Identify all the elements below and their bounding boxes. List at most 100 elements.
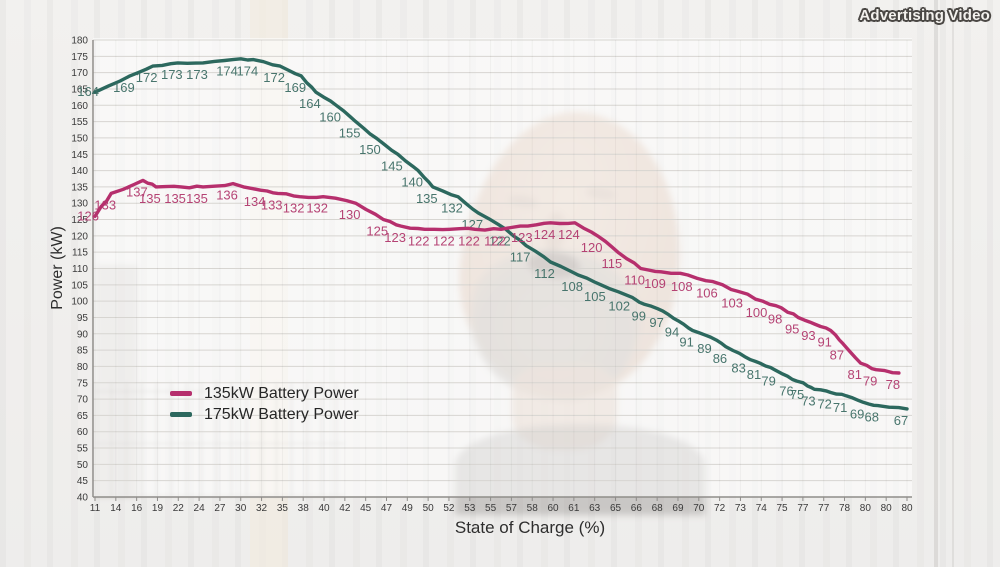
svg-text:73: 73: [735, 503, 747, 514]
svg-text:68: 68: [865, 410, 879, 425]
svg-text:52: 52: [443, 503, 455, 514]
svg-text:55: 55: [485, 503, 497, 514]
chart-legend: 135kW Battery Power 175kW Battery Power: [170, 383, 359, 425]
svg-text:122: 122: [484, 233, 506, 248]
svg-text:45: 45: [360, 503, 372, 514]
svg-text:19: 19: [152, 503, 164, 514]
svg-text:38: 38: [298, 503, 310, 514]
svg-text:78: 78: [886, 377, 900, 392]
svg-text:69: 69: [672, 503, 684, 514]
svg-text:63: 63: [589, 503, 601, 514]
svg-text:95: 95: [785, 321, 799, 336]
legend-swatch: [170, 412, 192, 417]
svg-text:50: 50: [77, 460, 89, 471]
svg-text:40: 40: [318, 503, 330, 514]
svg-text:32: 32: [256, 503, 268, 514]
svg-text:86: 86: [713, 351, 727, 366]
svg-text:108: 108: [671, 279, 693, 294]
svg-text:79: 79: [761, 374, 775, 389]
svg-text:75: 75: [77, 378, 89, 389]
svg-text:137: 137: [126, 184, 148, 199]
svg-text:130: 130: [71, 199, 88, 210]
svg-text:83: 83: [731, 361, 745, 376]
svg-text:90: 90: [77, 329, 89, 340]
svg-text:58: 58: [527, 503, 539, 514]
svg-text:175: 175: [71, 52, 88, 63]
svg-text:71: 71: [833, 400, 847, 415]
svg-text:69: 69: [850, 406, 864, 421]
svg-text:120: 120: [581, 240, 603, 255]
svg-text:110: 110: [72, 264, 88, 275]
svg-text:145: 145: [381, 158, 403, 173]
svg-text:80: 80: [77, 362, 89, 373]
svg-text:126: 126: [77, 208, 99, 223]
svg-text:123: 123: [511, 230, 533, 245]
svg-text:122: 122: [489, 233, 511, 248]
svg-text:150: 150: [71, 133, 88, 144]
svg-text:76: 76: [779, 383, 793, 398]
svg-text:106: 106: [696, 286, 718, 301]
svg-text:72: 72: [714, 503, 726, 514]
svg-text:80: 80: [901, 503, 913, 514]
svg-text:81: 81: [847, 367, 861, 382]
svg-text:65: 65: [610, 503, 622, 514]
svg-text:70: 70: [693, 503, 705, 514]
svg-text:81: 81: [747, 367, 761, 382]
svg-text:135: 135: [416, 191, 438, 206]
background-stripe: [952, 0, 954, 567]
svg-text:122: 122: [408, 233, 430, 248]
svg-text:14: 14: [110, 503, 122, 514]
svg-text:132: 132: [306, 201, 328, 216]
svg-text:150: 150: [359, 142, 381, 157]
svg-text:77: 77: [797, 503, 809, 514]
svg-text:40: 40: [77, 493, 89, 504]
svg-text:165: 165: [71, 84, 88, 95]
svg-text:164: 164: [299, 96, 321, 111]
advertising-video-badge: Advertising Video: [859, 7, 990, 24]
svg-text:140: 140: [401, 175, 423, 190]
svg-text:45: 45: [77, 476, 89, 487]
svg-text:22: 22: [173, 503, 185, 514]
svg-text:97: 97: [649, 315, 663, 330]
svg-text:123: 123: [384, 230, 406, 245]
svg-text:66: 66: [631, 503, 643, 514]
svg-text:124: 124: [558, 227, 580, 242]
svg-text:103: 103: [721, 295, 743, 310]
svg-text:72: 72: [817, 397, 831, 412]
svg-text:75: 75: [790, 387, 804, 402]
legend-item: 135kW Battery Power: [170, 383, 359, 404]
svg-text:135: 135: [139, 191, 161, 206]
svg-text:24: 24: [194, 503, 206, 514]
svg-text:122: 122: [433, 233, 455, 248]
svg-text:91: 91: [817, 335, 831, 350]
svg-text:102: 102: [608, 299, 630, 314]
svg-text:133: 133: [94, 197, 116, 212]
svg-text:16: 16: [131, 503, 143, 514]
svg-text:93: 93: [801, 328, 815, 343]
svg-text:91: 91: [679, 335, 693, 350]
svg-text:109: 109: [644, 276, 666, 291]
svg-text:99: 99: [631, 308, 645, 323]
svg-text:100: 100: [71, 297, 88, 308]
svg-text:135: 135: [186, 191, 208, 206]
svg-text:80: 80: [881, 503, 893, 514]
svg-text:122: 122: [458, 233, 480, 248]
svg-text:77: 77: [818, 503, 830, 514]
svg-text:35: 35: [277, 503, 289, 514]
svg-text:100: 100: [746, 305, 768, 320]
svg-text:67: 67: [894, 413, 908, 428]
svg-text:132: 132: [283, 201, 305, 216]
svg-text:172: 172: [136, 70, 158, 85]
svg-text:42: 42: [339, 503, 351, 514]
svg-text:110: 110: [624, 273, 645, 288]
svg-text:140: 140: [71, 166, 88, 177]
svg-text:98: 98: [768, 312, 782, 327]
svg-text:53: 53: [464, 503, 476, 514]
svg-text:124: 124: [534, 227, 556, 242]
svg-text:125: 125: [366, 224, 388, 239]
svg-text:60: 60: [77, 427, 89, 438]
svg-text:47: 47: [381, 503, 393, 514]
svg-text:57: 57: [506, 503, 518, 514]
